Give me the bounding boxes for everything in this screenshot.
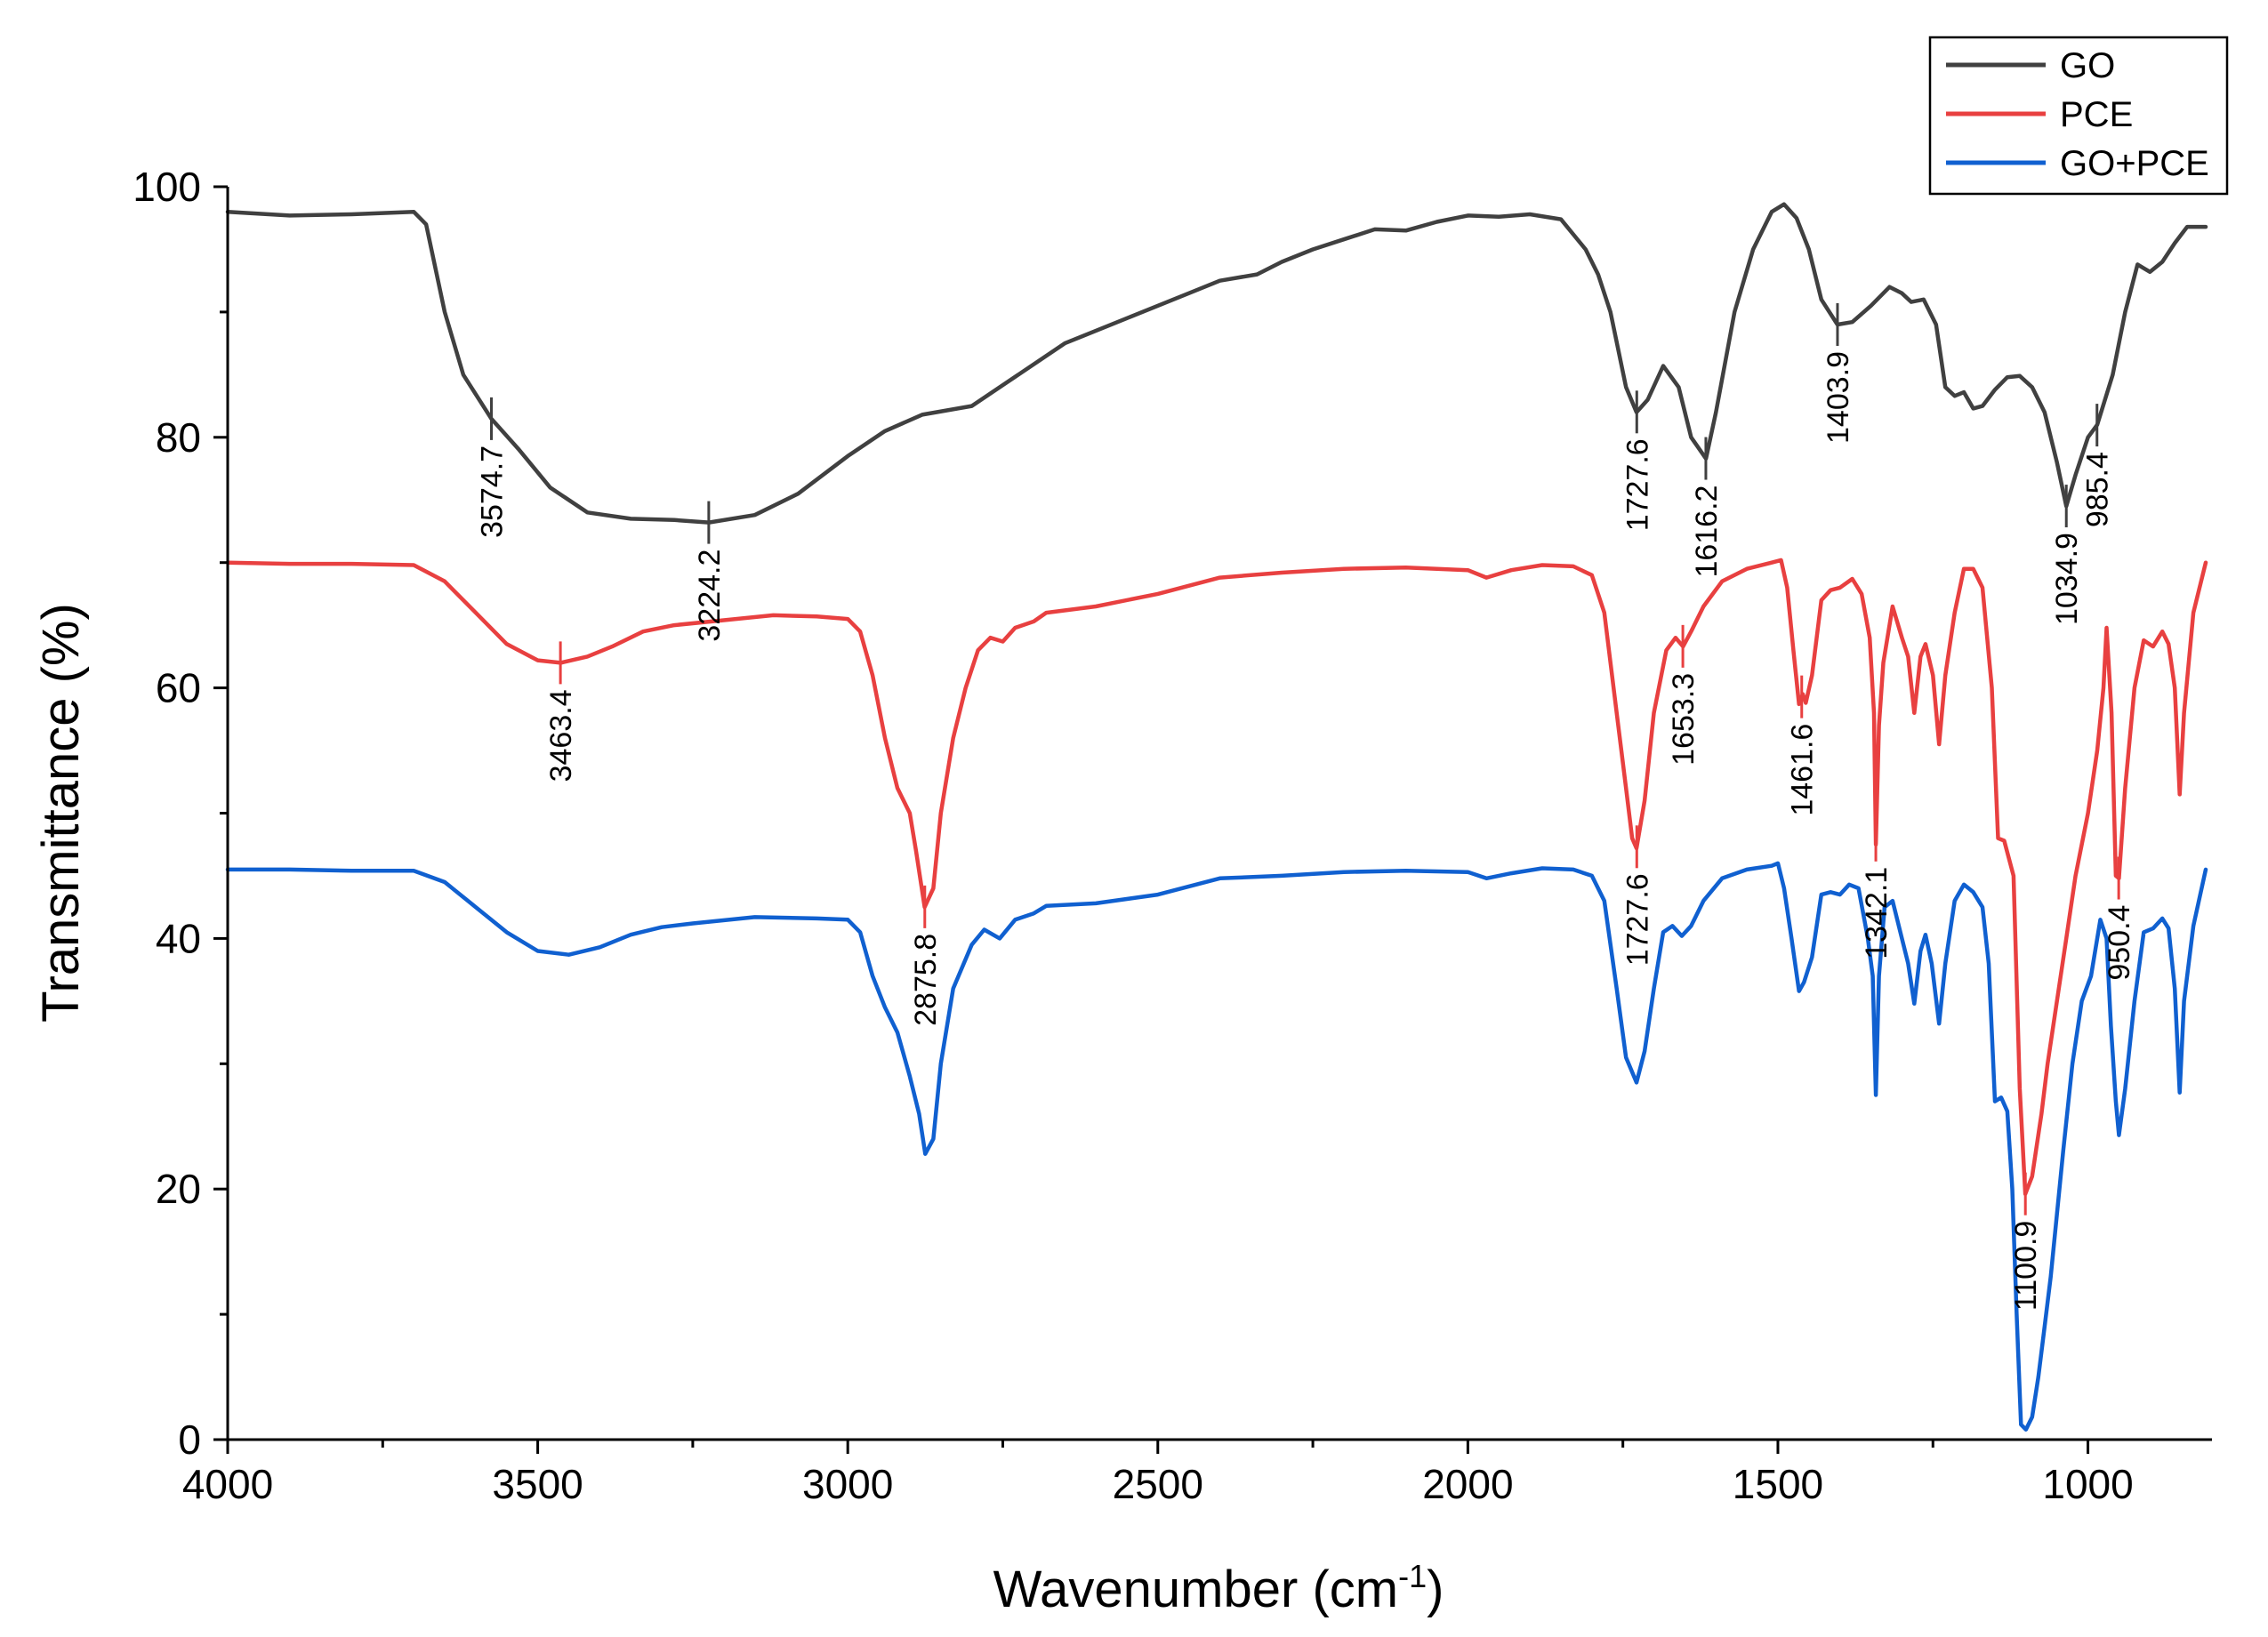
annotation-label: 3574.7 (476, 445, 510, 538)
series-line-pce (225, 558, 2208, 1197)
annotation-label: 1653.3 (1667, 673, 1701, 766)
y-axis-title: Transmittance (%) (32, 603, 90, 1023)
y-ticks: 0 20 40 60 80 100 (133, 164, 228, 1463)
x-tick-label: 1500 (1733, 1461, 1823, 1507)
x-tick-label: 3000 (802, 1461, 893, 1507)
legend-label: PCE (2060, 95, 2133, 134)
x-tick-label: 1000 (2042, 1461, 2133, 1507)
y-tick-label: 100 (133, 164, 201, 210)
annotation-label: 1403.9 (1822, 351, 1855, 444)
series-line-go-pce (225, 861, 2208, 1432)
annotation-label: 3224.2 (693, 550, 727, 642)
series-layer (225, 202, 2208, 1432)
y-tick-label: 80 (156, 414, 201, 461)
x-tick-label: 4000 (182, 1461, 273, 1507)
x-ticks: 4000 3500 3000 2500 2000 1500 1000 (182, 1440, 2134, 1507)
y-tick-label: 20 (156, 1166, 201, 1212)
annotation-label: 950.4 (2103, 905, 2136, 981)
x-tick-label: 2000 (1422, 1461, 1513, 1507)
x-axis-title: Wavenumber (cm-1) (993, 1558, 1444, 1618)
x-axis-title-main: Wavenumber (cm (993, 1561, 1399, 1618)
annotation-label: 1034.9 (2050, 533, 2084, 625)
annotation-layer: 3574.7 3224.2 1727.6 1616.2 1403.9 1034.9 985.… (476, 302, 2136, 1311)
annotation-label: 1727.6 (1621, 438, 1654, 531)
x-tick-label: 2500 (1113, 1461, 1203, 1507)
annotation-label: 1100.9 (2009, 1221, 2043, 1311)
annotation-label: 1727.6 (1621, 873, 1654, 966)
y-tick-label: 40 (156, 915, 201, 961)
annotation-label: 1461.6 (1786, 724, 1820, 816)
annotation-label: 1616.2 (1690, 485, 1724, 578)
y-tick-label: 0 (178, 1416, 201, 1463)
annotation-label: 3463.4 (544, 689, 578, 782)
annotation-label: 1342.1 (1860, 867, 1894, 959)
annotation-label: 2875.8 (909, 934, 943, 1026)
legend: GO PCE GO+PCE (1928, 36, 2229, 196)
series-line-go (225, 202, 2208, 525)
x-tick-label: 3500 (492, 1461, 583, 1507)
x-axis-title-end: ) (1427, 1561, 1444, 1618)
legend-label: GO+PCE (2060, 144, 2209, 183)
annotation-label: 985.4 (2081, 452, 2115, 527)
x-axis-title-sup: -1 (1398, 1558, 1427, 1594)
y-tick-label: 60 (156, 665, 201, 711)
legend-label: GO (2060, 46, 2115, 85)
